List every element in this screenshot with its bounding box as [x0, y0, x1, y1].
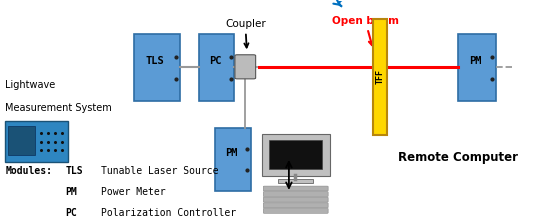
- FancyBboxPatch shape: [134, 34, 180, 101]
- FancyBboxPatch shape: [263, 203, 328, 208]
- Text: PC: PC: [65, 208, 77, 218]
- FancyBboxPatch shape: [6, 121, 68, 162]
- Text: Open beam: Open beam: [332, 15, 399, 45]
- Text: Measurement System: Measurement System: [6, 103, 112, 112]
- FancyBboxPatch shape: [262, 134, 330, 176]
- Text: PM: PM: [469, 56, 481, 66]
- FancyBboxPatch shape: [458, 34, 496, 101]
- Text: Modules:: Modules:: [6, 166, 52, 176]
- Text: Lightwave: Lightwave: [6, 80, 56, 90]
- Text: Coupler: Coupler: [225, 19, 266, 47]
- FancyBboxPatch shape: [263, 186, 328, 191]
- FancyBboxPatch shape: [278, 179, 314, 183]
- FancyBboxPatch shape: [373, 19, 387, 135]
- FancyBboxPatch shape: [263, 197, 328, 202]
- Text: Polarization Controller: Polarization Controller: [101, 208, 236, 218]
- FancyBboxPatch shape: [8, 126, 35, 155]
- FancyBboxPatch shape: [199, 34, 234, 101]
- Text: Power Meter: Power Meter: [101, 187, 166, 197]
- Text: Remote Computer: Remote Computer: [398, 151, 518, 164]
- FancyBboxPatch shape: [269, 140, 322, 169]
- Text: PM: PM: [225, 148, 238, 158]
- Text: TLS: TLS: [65, 166, 83, 176]
- Text: PM: PM: [65, 187, 77, 197]
- FancyBboxPatch shape: [215, 128, 251, 191]
- Text: Tunable Laser Source: Tunable Laser Source: [101, 166, 218, 176]
- Text: TFF: TFF: [376, 69, 384, 84]
- FancyBboxPatch shape: [263, 208, 328, 213]
- Text: PC: PC: [208, 56, 221, 66]
- Text: TLS: TLS: [145, 56, 164, 66]
- FancyBboxPatch shape: [235, 55, 256, 79]
- FancyBboxPatch shape: [263, 192, 328, 197]
